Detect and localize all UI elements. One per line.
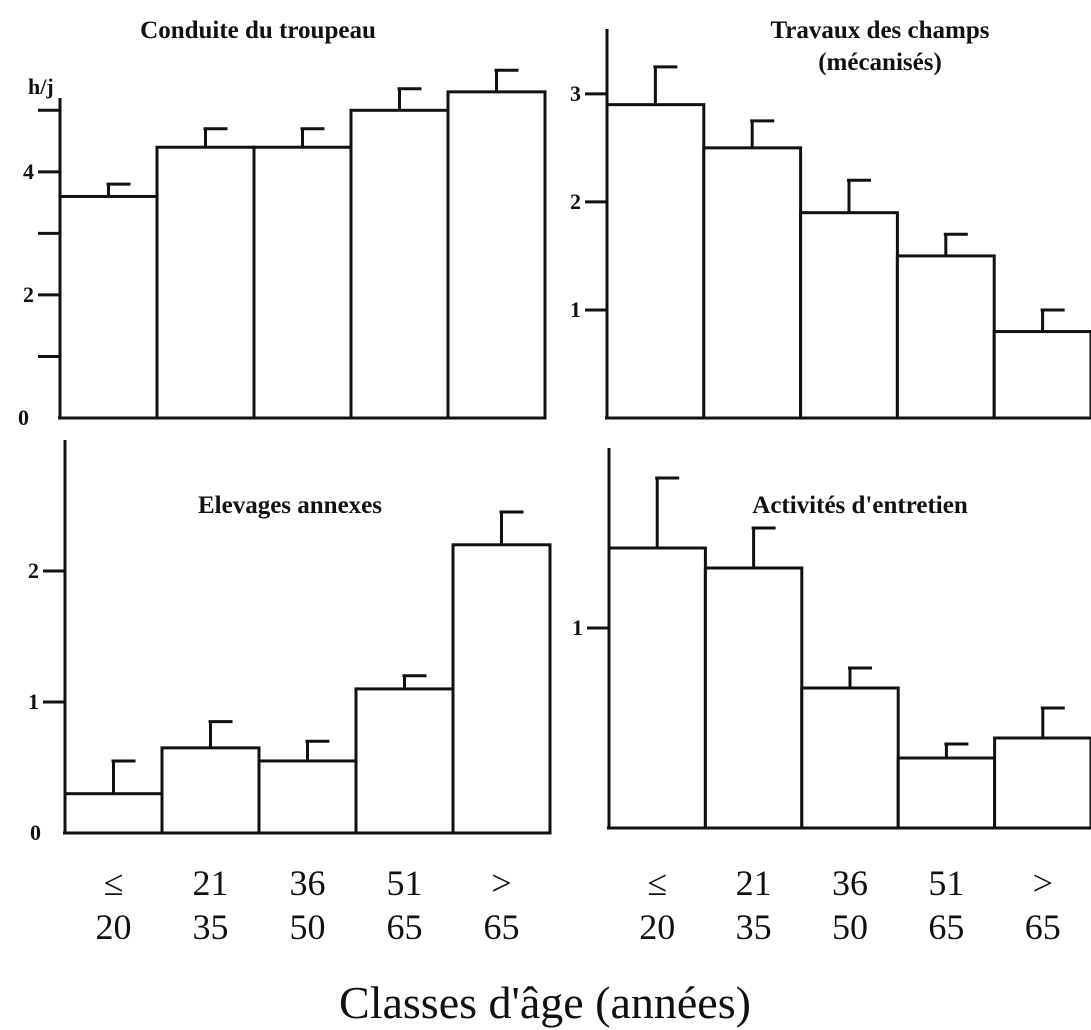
y-tick-label: 1 (572, 615, 583, 640)
x-tick-label: > (491, 863, 511, 903)
bar (155, 145, 256, 420)
y-tick-label: 2 (570, 189, 581, 214)
y-tick-label: 2 (28, 558, 39, 583)
x-tick-label: 21 (193, 863, 229, 903)
bar (993, 736, 1091, 830)
x-tick-label: 20 (639, 907, 675, 947)
bar (252, 145, 353, 420)
y-tick-label: 1 (28, 689, 39, 714)
chart-title: Travaux des champs (770, 17, 989, 44)
error-bar (106, 182, 131, 197)
bar (58, 194, 159, 420)
bar (992, 330, 1091, 420)
error-bar (944, 742, 969, 758)
error-bar (848, 666, 872, 688)
chart-title: Conduite du troupeau (140, 17, 376, 44)
error-bar (943, 232, 968, 256)
error-bar (1040, 706, 1065, 738)
x-tick-label: > (1033, 863, 1053, 903)
x-tick-label: 20 (96, 907, 132, 947)
error-bar (751, 526, 776, 568)
x-tick-label: ≤ (647, 863, 667, 903)
y-tick-label: 0 (18, 405, 29, 430)
y-tick-label: 4 (23, 159, 34, 184)
bar (799, 211, 899, 420)
x-tick-label: 51 (387, 863, 423, 903)
bar (702, 146, 803, 420)
y-tick-label: 3 (570, 81, 581, 106)
error-bar (208, 720, 233, 748)
x-tick-label: ≤ (104, 863, 124, 903)
error-bar (300, 127, 325, 148)
error-bar (750, 119, 775, 148)
bar (446, 90, 547, 420)
bar (257, 759, 358, 835)
error-bar (203, 127, 228, 148)
chart-title: Elevages annexes (198, 492, 382, 519)
x-tick-label: 65 (484, 907, 520, 947)
bar (607, 546, 707, 830)
bar (160, 746, 261, 835)
bar (703, 566, 804, 830)
error-bar (305, 739, 330, 761)
bar (605, 103, 706, 420)
bar (800, 686, 900, 830)
x-tick-label: 21 (736, 863, 772, 903)
error-bar (402, 674, 427, 689)
bar (349, 108, 450, 420)
error-bar (847, 178, 871, 213)
error-bar (1040, 308, 1065, 332)
error-bar (655, 476, 680, 548)
x-tick-label: 50 (290, 907, 326, 947)
y-tick-label: 0 (30, 820, 41, 845)
y-tick-label: 1 (570, 297, 581, 322)
bar (63, 792, 164, 835)
bar (896, 756, 997, 830)
bar (354, 687, 455, 835)
chart-title: (mécanisés) (818, 49, 942, 76)
chart-title: Activités d'entretien (752, 492, 968, 519)
x-tick-label: 65 (928, 907, 964, 947)
error-bar (653, 65, 678, 105)
bar (451, 543, 552, 835)
error-bar (499, 510, 524, 545)
x-tick-label: 65 (387, 907, 423, 947)
x-tick-label: 50 (832, 907, 868, 947)
x-tick-label: 51 (928, 863, 964, 903)
error-bar (397, 87, 422, 111)
y-axis-label: h/j (28, 74, 54, 99)
y-tick-label: 2 (23, 282, 34, 307)
x-tick-label: 36 (290, 863, 326, 903)
x-tick-label: 36 (832, 863, 868, 903)
x-tick-label: 65 (1025, 907, 1061, 947)
bar (895, 254, 996, 420)
error-bar (494, 68, 519, 92)
error-bar (111, 759, 136, 794)
x-tick-label: 35 (193, 907, 229, 947)
x-tick-label: 35 (736, 907, 772, 947)
x-axis-label: Classes d'âge (années) (339, 977, 751, 1028)
